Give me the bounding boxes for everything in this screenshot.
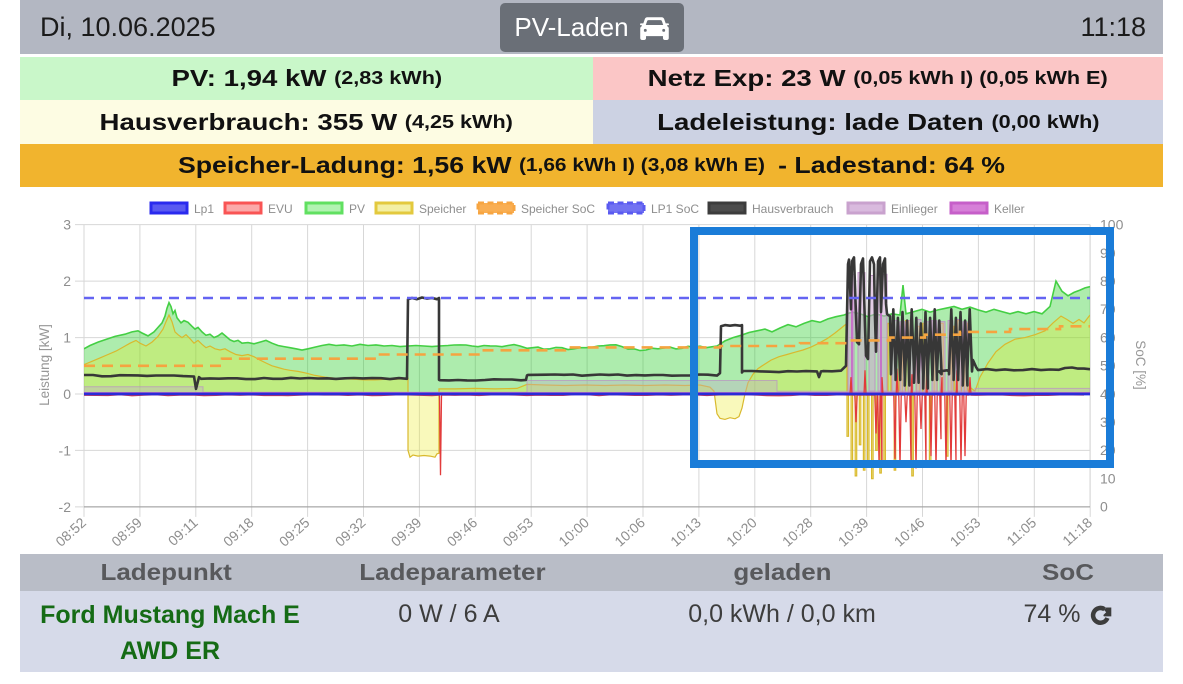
svg-text:Speicher: Speicher xyxy=(419,202,466,216)
svg-text:09:18: 09:18 xyxy=(220,514,257,549)
svg-text:SoC [%]: SoC [%] xyxy=(1133,340,1148,390)
svg-text:10:13: 10:13 xyxy=(667,514,704,549)
svg-text:09:39: 09:39 xyxy=(388,514,425,549)
svg-text:08:52: 08:52 xyxy=(52,514,89,549)
svg-text:Einlieger: Einlieger xyxy=(891,202,938,216)
svg-text:-1: -1 xyxy=(59,442,72,458)
svg-text:0: 0 xyxy=(63,386,71,402)
svg-text:PV: PV xyxy=(349,202,365,216)
svg-text:-2: -2 xyxy=(59,499,72,515)
svg-text:11:18: 11:18 xyxy=(1059,514,1095,549)
svg-text:1: 1 xyxy=(63,330,71,346)
svg-text:10: 10 xyxy=(1100,470,1116,486)
svg-text:10:28: 10:28 xyxy=(779,514,816,549)
svg-text:Speicher SoC: Speicher SoC xyxy=(521,202,595,216)
svg-text:Lp1: Lp1 xyxy=(194,202,214,216)
svg-text:LP1 SoC: LP1 SoC xyxy=(651,202,699,216)
svg-text:3: 3 xyxy=(63,217,71,233)
svg-text:10:39: 10:39 xyxy=(835,514,872,549)
svg-text:0: 0 xyxy=(1100,499,1108,515)
svg-text:08:59: 08:59 xyxy=(108,514,145,549)
svg-text:09:46: 09:46 xyxy=(444,514,481,549)
svg-text:Leistung [kW]: Leistung [kW] xyxy=(37,324,52,406)
svg-text:09:25: 09:25 xyxy=(276,514,313,549)
svg-text:09:11: 09:11 xyxy=(165,514,201,549)
svg-text:EVU: EVU xyxy=(268,202,293,216)
svg-text:09:32: 09:32 xyxy=(332,514,369,549)
svg-text:10:53: 10:53 xyxy=(947,514,984,549)
svg-text:2: 2 xyxy=(63,273,71,289)
svg-text:10:06: 10:06 xyxy=(611,514,648,549)
svg-text:09:53: 09:53 xyxy=(499,514,536,549)
svg-text:Hausverbrauch: Hausverbrauch xyxy=(752,202,833,216)
svg-text:10:46: 10:46 xyxy=(891,514,928,549)
svg-text:10:00: 10:00 xyxy=(555,514,592,549)
svg-text:10:20: 10:20 xyxy=(723,514,760,549)
svg-text:Keller: Keller xyxy=(994,202,1025,216)
svg-text:11:05: 11:05 xyxy=(1003,514,1039,549)
